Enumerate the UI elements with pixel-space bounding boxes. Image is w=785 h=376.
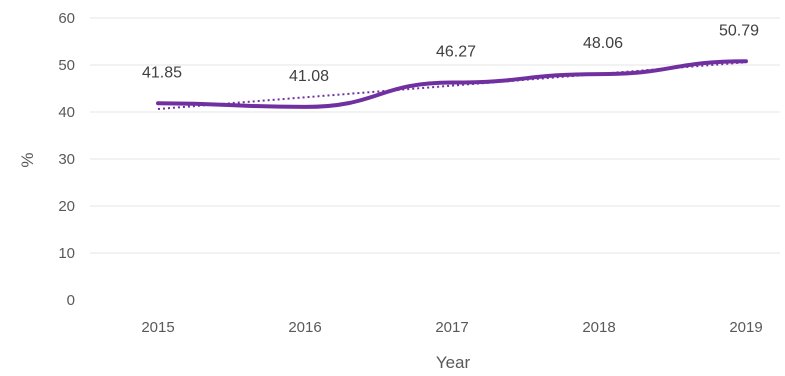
x-tick-label: 2016 <box>288 319 321 336</box>
x-tick-label: 2018 <box>582 319 615 336</box>
y-tick-label: 50 <box>58 57 75 74</box>
y-tick-label: 60 <box>58 10 75 27</box>
data-label: 41.08 <box>289 68 329 85</box>
x-axis-title: Year <box>436 353 471 372</box>
x-tick-label: 2019 <box>729 319 762 336</box>
y-tick-label: 20 <box>58 198 75 215</box>
x-tick-label: 2017 <box>435 319 468 336</box>
y-tick-label: 40 <box>58 104 75 121</box>
data-label: 41.85 <box>142 64 182 81</box>
y-axis-title: % <box>18 152 37 167</box>
gridlines <box>90 17 780 254</box>
data-labels: 41.85 41.08 46.27 48.06 50.79 <box>142 22 759 85</box>
x-tick-label: 2015 <box>141 319 174 336</box>
y-tick-label: 30 <box>58 151 75 168</box>
data-label: 50.79 <box>719 22 759 39</box>
x-axis-ticks: 2015 2016 2017 2018 2019 <box>141 319 762 336</box>
y-tick-label: 10 <box>58 245 75 262</box>
series-line <box>156 59 748 109</box>
y-tick-label: 0 <box>67 292 75 309</box>
y-axis-ticks: 0 10 20 30 40 50 60 <box>58 10 75 309</box>
data-label: 46.27 <box>436 44 476 61</box>
data-label: 48.06 <box>583 35 623 52</box>
